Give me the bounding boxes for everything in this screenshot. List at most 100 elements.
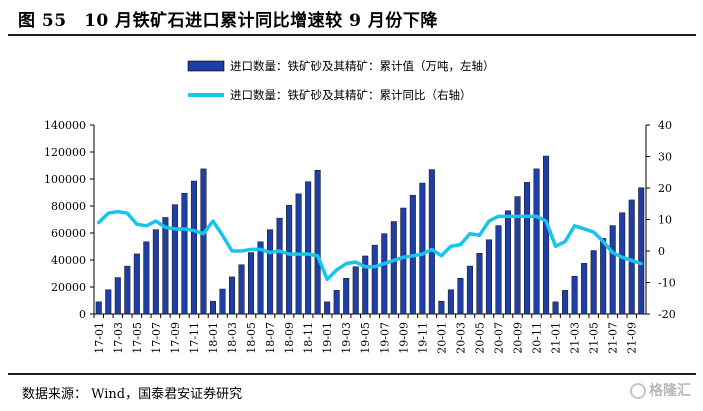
x-tick-label: 20-09	[512, 322, 525, 354]
bar	[333, 290, 340, 315]
x-tick-label: 21-01	[550, 322, 563, 354]
bar	[495, 225, 502, 315]
bar	[324, 301, 331, 315]
bar	[628, 199, 635, 315]
bar	[209, 300, 216, 315]
x-tick-label: 17-05	[131, 322, 144, 354]
bar	[381, 233, 388, 315]
bar	[543, 155, 550, 315]
yoy-growth-line	[97, 209, 643, 282]
left-tick-label: 100000	[44, 173, 86, 186]
x-tick-label: 21-03	[569, 322, 582, 354]
footer-divider	[8, 373, 696, 375]
tick-labels: 0 20000 40000 60000 80000 100000 120000 140000 -…	[44, 119, 676, 354]
bar	[504, 210, 512, 315]
bar	[466, 265, 473, 315]
x-tick-label: 19-11	[416, 322, 429, 354]
right-tick-label: -10	[658, 277, 676, 290]
bar	[181, 192, 188, 315]
x-tick-label: 21-05	[588, 322, 601, 354]
bar	[152, 229, 159, 315]
bar	[638, 187, 645, 315]
bar	[524, 182, 531, 315]
bar	[105, 289, 112, 315]
bar	[352, 266, 359, 315]
bar	[114, 277, 121, 315]
chart-legend: 进口数量：铁矿砂及其精矿：累计值（万吨，左轴） 进口数量：铁矿砂及其精矿：累计同…	[187, 59, 495, 102]
x-tick-label: 21-07	[607, 322, 620, 354]
bar	[95, 301, 102, 315]
bar	[133, 253, 140, 315]
bar	[286, 205, 293, 315]
legend-swatch-bar	[187, 60, 225, 72]
bar	[390, 221, 397, 315]
x-tick-label: 21-09	[626, 322, 639, 354]
bar	[476, 253, 483, 315]
right-tick-label: -20	[658, 308, 676, 321]
bar	[267, 229, 274, 315]
bar	[581, 263, 588, 315]
bar	[600, 238, 607, 315]
x-tick-label: 17-09	[169, 322, 182, 354]
x-tick-label: 19-07	[378, 322, 391, 354]
bar	[619, 212, 626, 315]
bar	[124, 265, 131, 315]
title-divider	[8, 34, 696, 36]
bar	[438, 300, 445, 315]
bar-series	[95, 155, 645, 315]
x-tick-label: 18-09	[283, 322, 296, 354]
bar	[248, 252, 255, 315]
left-tick-label: 20000	[51, 281, 86, 294]
x-tick-label: 18-01	[207, 322, 220, 354]
bar	[514, 196, 521, 315]
x-tick-label: 17-01	[93, 322, 106, 354]
left-tick-label: 60000	[51, 227, 86, 240]
bar	[571, 275, 578, 315]
left-tick-label: 80000	[51, 200, 86, 213]
bar	[428, 169, 435, 315]
x-tick-label: 20-05	[473, 322, 486, 354]
bar	[162, 217, 169, 315]
legend-label-line: 进口数量：铁矿砂及其精矿：累计同比（右轴）	[230, 88, 472, 102]
right-tick-label: 20	[658, 182, 672, 195]
figure-title: 图 55 10 月铁矿石进口累计同比增速较 9 月份下降	[18, 11, 438, 31]
bar	[228, 276, 236, 315]
x-tick-label: 19-05	[359, 322, 372, 354]
x-tick-label: 20-01	[435, 322, 448, 354]
x-tick-label: 17-07	[150, 322, 163, 354]
x-tick-label: 18-07	[264, 322, 277, 354]
bar	[305, 181, 312, 315]
x-tick-label: 17-03	[112, 322, 125, 354]
right-tick-label: 40	[658, 119, 672, 132]
bar	[609, 225, 616, 315]
bar	[371, 244, 378, 315]
x-tick-label: 18-05	[245, 322, 258, 354]
legend-label-bar: 进口数量：铁矿砂及其精矿：累计值（万吨，左轴）	[230, 59, 495, 73]
bar	[143, 241, 150, 315]
data-source-note: 数据来源： Wind，国泰君安证券研究	[22, 387, 243, 402]
line-series	[97, 209, 643, 282]
chart-canvas: 进口数量：铁矿砂及其精矿：累计值（万吨，左轴） 进口数量：铁矿砂及其精矿：累计同…	[44, 59, 676, 354]
x-tick-label: 19-03	[340, 322, 353, 354]
bar	[276, 217, 283, 315]
bar	[343, 277, 350, 315]
bar	[590, 250, 597, 315]
bar	[533, 168, 540, 315]
bar	[219, 288, 226, 315]
right-tick-label: 0	[658, 245, 665, 258]
left-tick-label: 0	[79, 308, 86, 321]
bar	[257, 241, 264, 315]
figure-header: 图 55 10 月铁矿石进口累计同比增速较 9 月份下降	[0, 0, 703, 36]
bar	[562, 290, 569, 315]
bar	[190, 180, 197, 315]
bar	[457, 277, 464, 315]
bar	[400, 207, 407, 315]
left-tick-label: 120000	[44, 146, 86, 159]
watermark: 格隆汇	[630, 380, 691, 400]
bar	[171, 204, 178, 315]
x-tick-label: 19-01	[321, 322, 334, 354]
watermark-text: 格隆汇	[649, 383, 691, 399]
bar	[419, 182, 426, 315]
right-tick-label: 10	[658, 214, 672, 227]
bar	[485, 239, 492, 315]
